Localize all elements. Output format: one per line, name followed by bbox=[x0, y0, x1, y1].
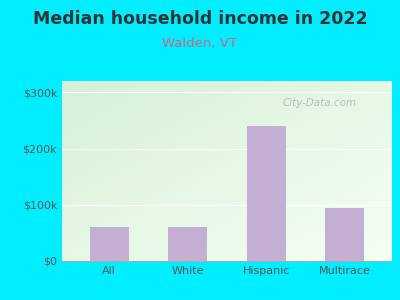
Text: Walden, VT: Walden, VT bbox=[162, 38, 238, 50]
Bar bbox=[168, 227, 207, 261]
Bar bbox=[90, 227, 129, 261]
Text: Median household income in 2022: Median household income in 2022 bbox=[33, 11, 367, 28]
Bar bbox=[325, 208, 364, 261]
Bar bbox=[247, 126, 286, 261]
Text: City-Data.com: City-Data.com bbox=[282, 98, 356, 108]
